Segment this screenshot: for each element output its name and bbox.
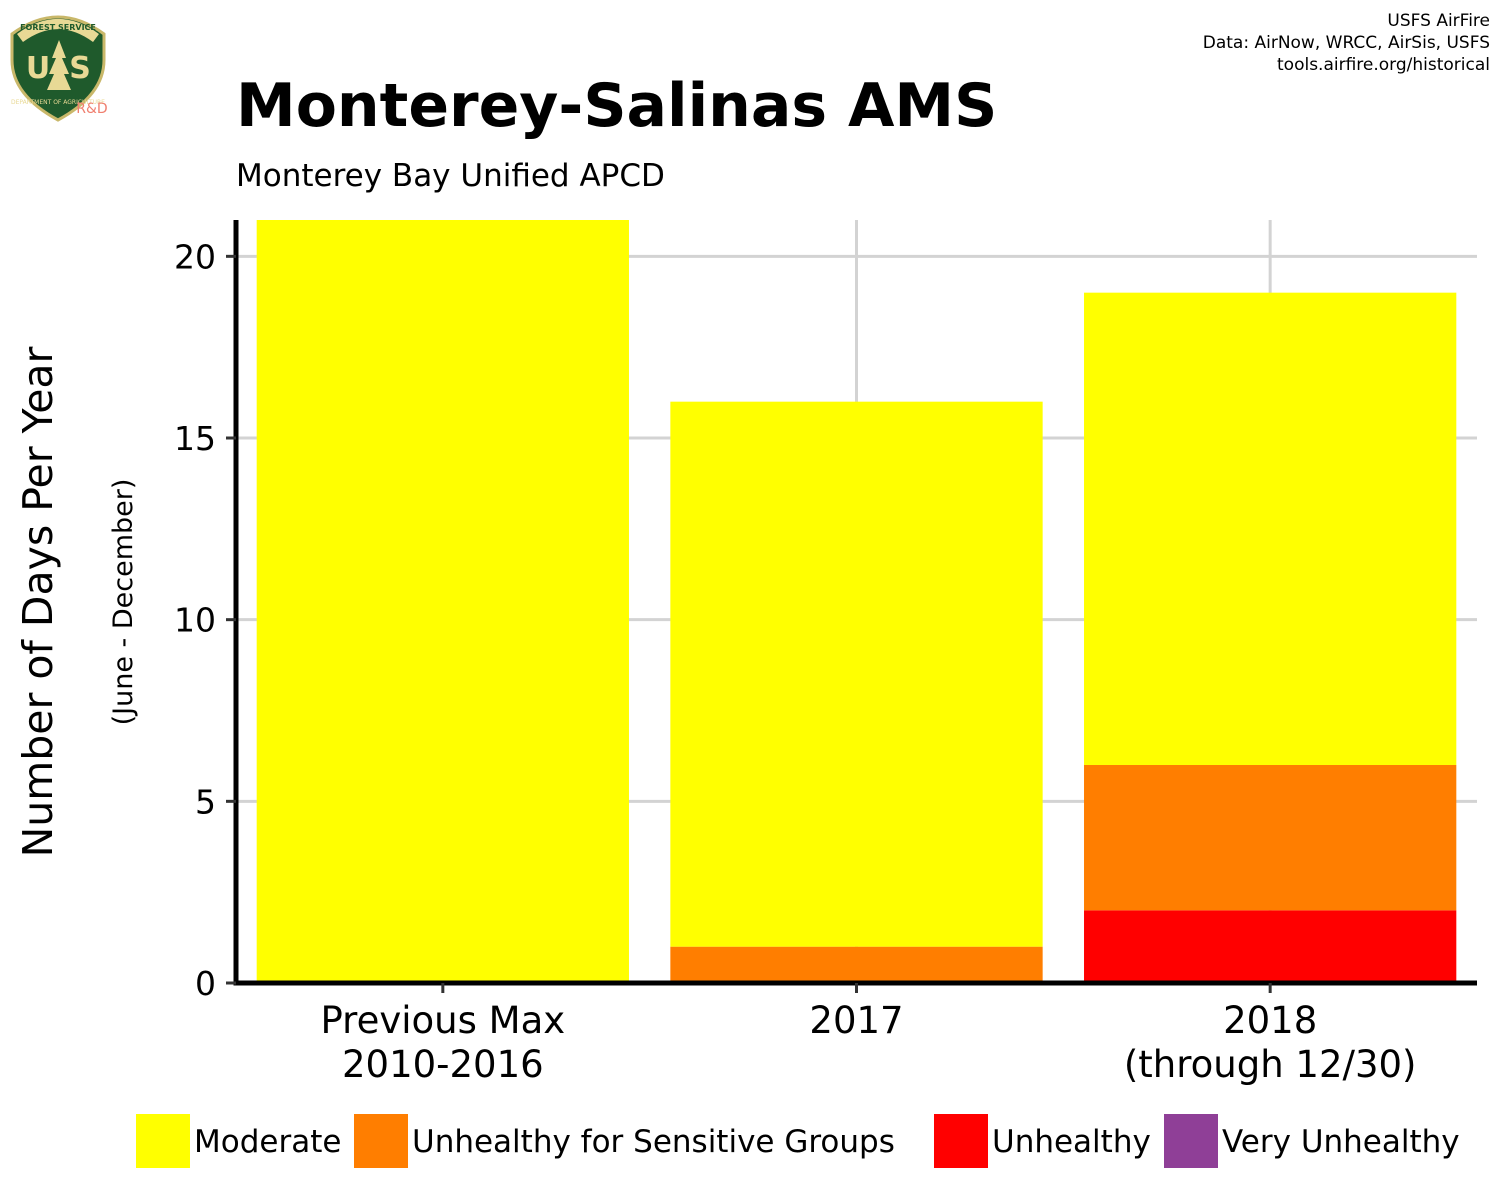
y-axis-sublabel: (June - December): [108, 479, 139, 726]
legend-key: [354, 1114, 408, 1168]
legend-label: Unhealthy for Sensitive Groups: [412, 1124, 895, 1160]
logo-left-letter: U: [26, 51, 50, 86]
chart-subtitle: Monterey Bay Unified APCD: [236, 158, 665, 194]
y-tick-label: 15: [174, 419, 216, 458]
y-tick-label: 5: [195, 782, 216, 821]
y-tick-label: 20: [174, 237, 216, 276]
credit-line-2: Data: AirNow, WRCC, AirSis, USFS: [1203, 33, 1490, 53]
tree-icon: [47, 40, 71, 90]
x-tick-label: 2018 (through 12/30): [1124, 999, 1417, 1086]
x-tick-label: 2017: [809, 999, 903, 1042]
bar-segment: [670, 401, 1043, 947]
x-ticks: Previous Max 2010-2016 2017 2018 (through 12…: [321, 983, 1417, 1086]
credit-line-3: tools.airfire.org/historical: [1277, 55, 1490, 75]
legend-key: [934, 1114, 988, 1168]
y-axis-label: Number of Days Per Year: [14, 346, 62, 857]
x-tick-label: Previous Max 2010-2016: [321, 999, 566, 1086]
legend-label: Unhealthy: [992, 1124, 1151, 1160]
y-tick-label: 10: [174, 601, 216, 640]
bar-segment: [256, 220, 629, 983]
credit-line-1: USFS AirFire: [1387, 11, 1490, 31]
legend-label: Moderate: [194, 1124, 341, 1160]
y-tick-label: 0: [195, 964, 216, 1003]
logo-right-letter: S: [69, 51, 91, 86]
y-ticks: 0 5 10 15 20: [174, 237, 236, 1003]
bars: [256, 220, 1457, 983]
legend: Moderate Unhealthy for Sensitive Groups Un…: [136, 1114, 1460, 1168]
logo-top-text: FOREST SERVICE: [20, 23, 96, 32]
bar-segment: [1084, 765, 1457, 911]
logo-bottom-text: DEPARTMENT OF AGRICULTURE: [11, 99, 105, 106]
usfs-logo: FOREST SERVICE U S DEPARTMENT OF AGRICUL…: [10, 15, 108, 122]
bar-segment: [1084, 292, 1457, 765]
legend-key: [136, 1114, 190, 1168]
chart-title: Monterey-Salinas AMS: [236, 71, 997, 141]
bar-segment: [1084, 910, 1457, 983]
logo-badge: R&D: [76, 101, 107, 117]
legend-label: Very Unhealthy: [1222, 1124, 1460, 1160]
legend-key: [1164, 1114, 1218, 1168]
bar-segment: [670, 946, 1043, 983]
